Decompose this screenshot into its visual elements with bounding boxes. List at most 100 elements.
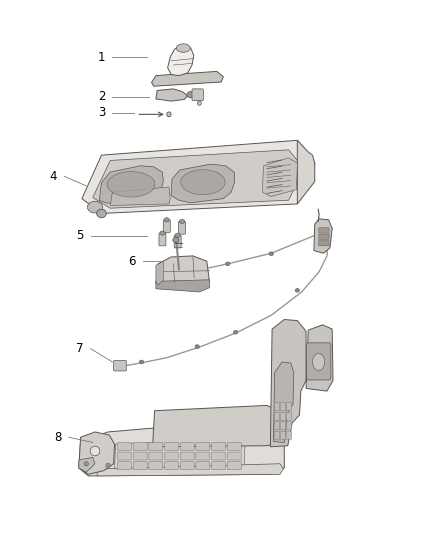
Text: 3: 3 bbox=[98, 106, 105, 119]
Ellipse shape bbox=[84, 462, 88, 466]
Polygon shape bbox=[171, 164, 235, 203]
FancyBboxPatch shape bbox=[163, 220, 170, 232]
Ellipse shape bbox=[226, 262, 230, 266]
Ellipse shape bbox=[313, 353, 325, 370]
Polygon shape bbox=[306, 325, 333, 391]
Ellipse shape bbox=[139, 360, 144, 364]
FancyBboxPatch shape bbox=[227, 462, 241, 470]
Polygon shape bbox=[273, 362, 294, 442]
Polygon shape bbox=[97, 464, 283, 476]
FancyBboxPatch shape bbox=[192, 89, 203, 101]
FancyBboxPatch shape bbox=[117, 442, 131, 450]
FancyBboxPatch shape bbox=[165, 452, 179, 460]
FancyBboxPatch shape bbox=[196, 442, 210, 450]
FancyBboxPatch shape bbox=[196, 462, 210, 470]
FancyBboxPatch shape bbox=[274, 422, 279, 430]
Polygon shape bbox=[156, 280, 209, 292]
Ellipse shape bbox=[175, 233, 180, 237]
FancyBboxPatch shape bbox=[212, 452, 226, 460]
Ellipse shape bbox=[233, 330, 238, 334]
Ellipse shape bbox=[90, 446, 100, 456]
Polygon shape bbox=[168, 45, 194, 76]
Polygon shape bbox=[297, 140, 315, 204]
Polygon shape bbox=[156, 256, 209, 289]
FancyBboxPatch shape bbox=[274, 431, 279, 439]
FancyBboxPatch shape bbox=[280, 431, 286, 439]
Ellipse shape bbox=[198, 101, 201, 106]
FancyBboxPatch shape bbox=[117, 452, 131, 460]
Polygon shape bbox=[314, 219, 332, 253]
FancyBboxPatch shape bbox=[227, 442, 241, 450]
Polygon shape bbox=[115, 439, 245, 472]
FancyBboxPatch shape bbox=[165, 442, 179, 450]
Text: 5: 5 bbox=[76, 229, 83, 242]
Polygon shape bbox=[99, 166, 163, 204]
FancyBboxPatch shape bbox=[117, 462, 131, 470]
FancyBboxPatch shape bbox=[319, 234, 329, 239]
Ellipse shape bbox=[87, 201, 102, 213]
FancyBboxPatch shape bbox=[286, 431, 292, 439]
Text: 4: 4 bbox=[50, 170, 57, 183]
Polygon shape bbox=[79, 457, 95, 472]
Polygon shape bbox=[82, 140, 315, 214]
Ellipse shape bbox=[180, 219, 185, 223]
Text: 2: 2 bbox=[98, 90, 105, 103]
FancyBboxPatch shape bbox=[280, 422, 286, 430]
Polygon shape bbox=[262, 158, 297, 197]
FancyBboxPatch shape bbox=[286, 422, 292, 430]
Ellipse shape bbox=[106, 463, 110, 467]
Polygon shape bbox=[270, 319, 306, 447]
Ellipse shape bbox=[195, 345, 199, 349]
Polygon shape bbox=[153, 406, 283, 447]
Polygon shape bbox=[79, 420, 284, 476]
Ellipse shape bbox=[107, 172, 155, 197]
FancyBboxPatch shape bbox=[149, 452, 163, 460]
FancyBboxPatch shape bbox=[196, 452, 210, 460]
FancyBboxPatch shape bbox=[133, 462, 147, 470]
Text: 8: 8 bbox=[54, 431, 62, 444]
Ellipse shape bbox=[187, 92, 194, 98]
Polygon shape bbox=[110, 187, 170, 206]
Polygon shape bbox=[156, 89, 187, 101]
FancyBboxPatch shape bbox=[149, 462, 163, 470]
Polygon shape bbox=[93, 150, 304, 208]
Text: 6: 6 bbox=[128, 255, 136, 268]
Ellipse shape bbox=[167, 112, 171, 117]
FancyBboxPatch shape bbox=[180, 452, 194, 460]
FancyBboxPatch shape bbox=[286, 403, 292, 411]
FancyBboxPatch shape bbox=[180, 462, 194, 470]
Text: 7: 7 bbox=[76, 342, 84, 355]
FancyBboxPatch shape bbox=[114, 360, 126, 371]
Text: 1: 1 bbox=[98, 51, 105, 63]
FancyBboxPatch shape bbox=[180, 442, 194, 450]
Ellipse shape bbox=[269, 252, 273, 256]
FancyBboxPatch shape bbox=[149, 442, 163, 450]
FancyBboxPatch shape bbox=[165, 462, 179, 470]
FancyBboxPatch shape bbox=[286, 413, 292, 420]
FancyBboxPatch shape bbox=[307, 343, 331, 380]
Ellipse shape bbox=[181, 169, 225, 195]
FancyBboxPatch shape bbox=[179, 221, 185, 234]
Ellipse shape bbox=[97, 209, 106, 217]
FancyBboxPatch shape bbox=[274, 403, 279, 411]
Ellipse shape bbox=[160, 231, 165, 235]
Ellipse shape bbox=[177, 44, 190, 52]
FancyBboxPatch shape bbox=[212, 442, 226, 450]
FancyBboxPatch shape bbox=[319, 240, 329, 246]
FancyBboxPatch shape bbox=[227, 452, 241, 460]
Polygon shape bbox=[79, 432, 115, 474]
FancyBboxPatch shape bbox=[133, 452, 147, 460]
Polygon shape bbox=[156, 261, 163, 285]
FancyBboxPatch shape bbox=[212, 462, 226, 470]
FancyBboxPatch shape bbox=[280, 413, 286, 420]
FancyBboxPatch shape bbox=[174, 235, 181, 248]
FancyBboxPatch shape bbox=[274, 413, 279, 420]
FancyBboxPatch shape bbox=[319, 228, 329, 233]
Ellipse shape bbox=[295, 288, 300, 292]
Ellipse shape bbox=[173, 237, 179, 243]
Ellipse shape bbox=[164, 217, 170, 222]
FancyBboxPatch shape bbox=[159, 233, 166, 246]
FancyBboxPatch shape bbox=[133, 442, 147, 450]
Polygon shape bbox=[152, 71, 223, 86]
FancyBboxPatch shape bbox=[280, 403, 286, 411]
